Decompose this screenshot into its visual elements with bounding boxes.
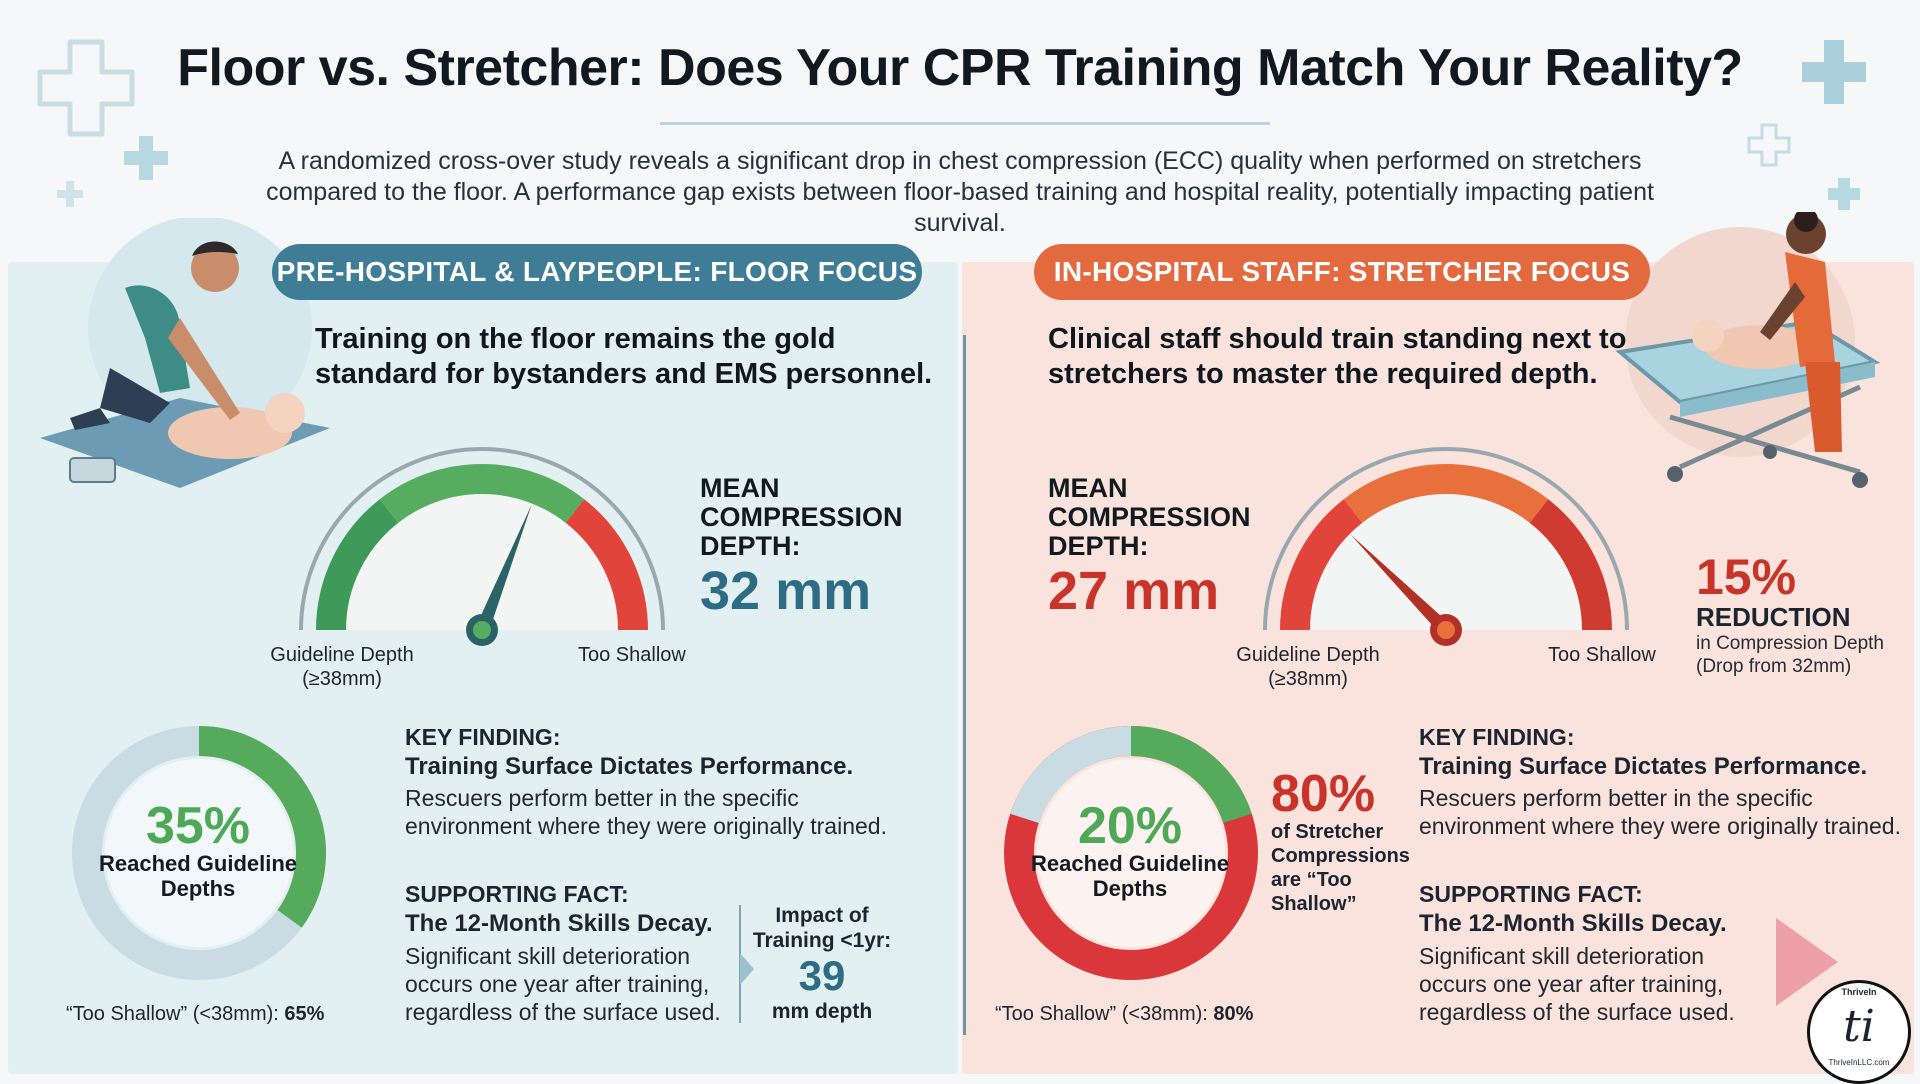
logo-top-text: ThriveIn	[1841, 987, 1877, 997]
supporting-fact-heading: SUPPORTING FACT:	[1419, 881, 1643, 907]
floor-guideline-donut	[72, 726, 326, 980]
supporting-fact-body: Significant skill deterioration occurs o…	[405, 943, 721, 1025]
gauge-segment	[316, 499, 399, 631]
shallow-stat-label: of Stretcher Compressions are “Too Shall…	[1271, 821, 1410, 915]
too-shallow-caption: “Too Shallow” (<38mm): 65%	[66, 1003, 325, 1025]
reduction-percent: 15%	[1696, 549, 1797, 605]
donut-fill	[1130, 726, 1252, 824]
donut-fill	[198, 726, 326, 928]
mean-depth-label: MEAN COMPRESSION DEPTH:	[1048, 473, 1251, 561]
key-finding-heading: KEY FINDING:	[1419, 724, 1575, 750]
gauge-needle	[1350, 534, 1451, 635]
mean-depth-value: 27 mm	[1048, 561, 1220, 621]
title-divider	[660, 122, 1270, 125]
panel-divider	[963, 335, 966, 1035]
key-finding-body: Rescuers perform better in the specific …	[1419, 785, 1901, 839]
gauge-hub-center	[473, 621, 491, 639]
gauge-segment	[379, 464, 585, 524]
reduction-caption: in Compression Depth (Drop from 32mm)	[1696, 633, 1884, 677]
logo-bottom-text: ThriveInLLC.com	[1828, 1058, 1890, 1067]
key-finding-title: Training Surface Dictates Performance.	[1419, 753, 1868, 780]
donut-label: Reached Guideline Depths	[1030, 851, 1230, 901]
gauge-outline	[299, 447, 665, 631]
impact-unit: mm depth	[771, 1000, 873, 1023]
key-finding-body: Rescuers perform better in the specific …	[405, 785, 887, 839]
plus-outline-icon	[1747, 123, 1791, 167]
key-finding-title: Training Surface Dictates Performance.	[405, 753, 854, 780]
shallow-stat-value: 80%	[1271, 765, 1376, 823]
plus-icon	[124, 136, 168, 180]
gauge-shallow-label: Too Shallow	[1548, 644, 1656, 666]
gauge-needle	[475, 504, 532, 633]
gauge-outline	[1263, 447, 1629, 631]
plus-icon	[1802, 40, 1866, 104]
floor-depth-gauge	[299, 447, 665, 646]
gauge-segment	[565, 499, 648, 631]
gauge-segment	[1343, 464, 1549, 524]
floor-lead-text: Training on the floor remains the gold s…	[315, 323, 933, 390]
donut-gap	[1010, 726, 1132, 824]
impact-label: Impact of Training <1yr:	[752, 904, 892, 952]
cpr-floor-illustration	[40, 218, 330, 488]
plus-icon	[1828, 178, 1860, 210]
page-title: Floor vs. Stretcher: Does Your CPR Train…	[177, 39, 1743, 97]
donut-label: Reached Guideline Depths	[98, 851, 298, 901]
stretcher-lead-text: Clinical staff should train standing nex…	[1048, 323, 1627, 390]
gauge-guideline-label: Guideline Depth (≥38mm)	[270, 644, 414, 690]
donut-center	[105, 759, 293, 947]
donut-percent: 35%	[145, 797, 251, 855]
too-shallow-value: 65%	[284, 1003, 325, 1025]
gauge-shallow-label: Too Shallow	[578, 644, 686, 666]
floor-focus-heading: PRE-HOSPITAL & LAYPEOPLE: FLOOR FOCUS	[272, 244, 922, 300]
supporting-fact-title: The 12-Month Skills Decay.	[1419, 910, 1727, 937]
gauge-hub-center	[1437, 621, 1455, 639]
donut-percent: 20%	[1077, 797, 1183, 855]
gauge-guideline-label: Guideline Depth (≥38mm)	[1236, 644, 1380, 690]
stretcher-focus-heading: IN-HOSPITAL STAFF: STRETCHER FOCUS	[1034, 244, 1650, 300]
cpr-stretcher-illustration	[1615, 212, 1881, 488]
page-subtitle: A randomized cross-over study reveals a …	[266, 147, 1654, 237]
too-shallow-value: 80%	[1213, 1003, 1254, 1025]
stretcher-depth-gauge	[1263, 447, 1629, 646]
plus-icon	[57, 181, 83, 207]
gauge-segment	[1280, 499, 1363, 631]
mean-depth-label: MEAN COMPRESSION DEPTH:	[700, 473, 903, 561]
stretcher-guideline-donut	[1004, 726, 1258, 980]
gauge-segment	[1529, 499, 1612, 631]
too-shallow-caption: “Too Shallow” (<38mm): 80%	[995, 1003, 1254, 1025]
supporting-fact-heading: SUPPORTING FACT:	[405, 881, 629, 907]
logo-mark: ti	[1843, 1001, 1875, 1052]
reduction-label: REDUCTION	[1696, 602, 1851, 632]
chevron-right-icon	[740, 953, 754, 985]
impact-value: 39	[798, 952, 846, 999]
key-finding-heading: KEY FINDING:	[405, 724, 561, 750]
donut-center	[1037, 759, 1225, 947]
thrivein-logo	[1807, 980, 1911, 1084]
supporting-fact-body: Significant skill deterioration occurs o…	[1419, 943, 1735, 1025]
plus-outline-icon	[37, 39, 135, 137]
mean-depth-value: 32 mm	[700, 561, 872, 621]
supporting-fact-title: The 12-Month Skills Decay.	[405, 910, 713, 937]
